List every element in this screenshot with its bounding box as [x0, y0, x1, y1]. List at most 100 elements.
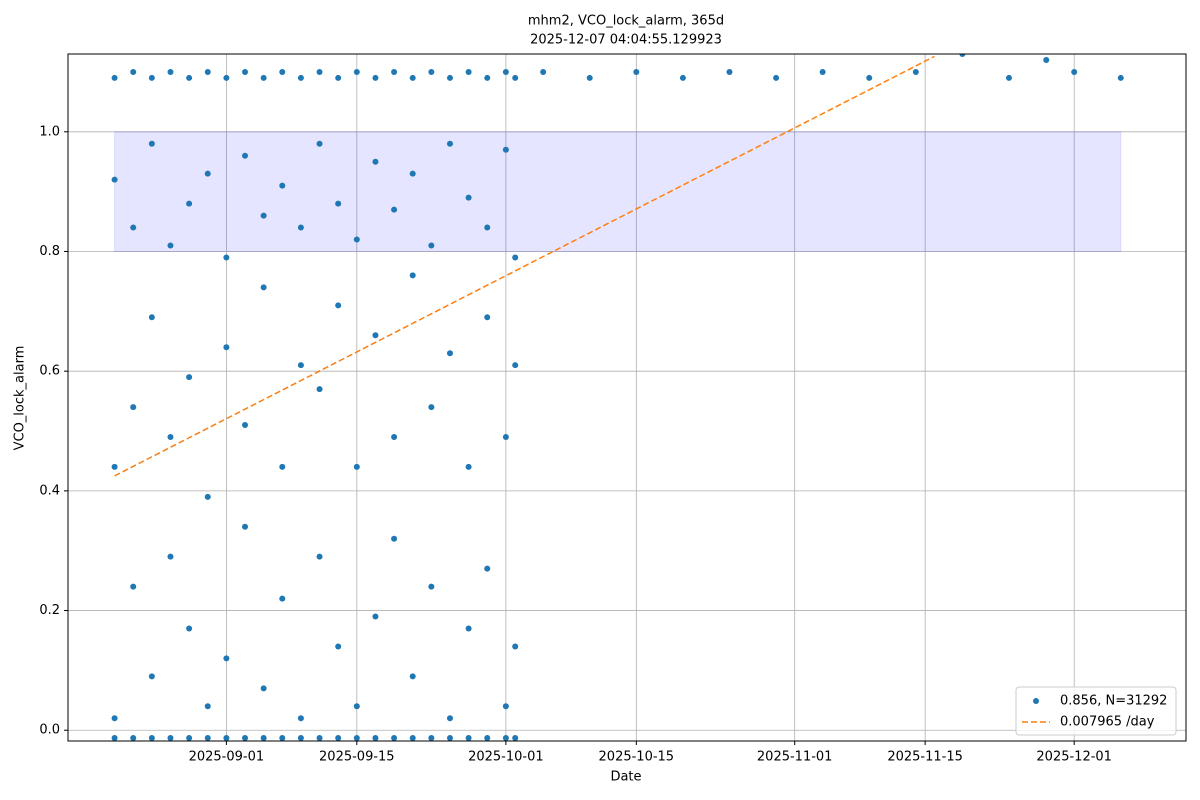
point [223, 655, 230, 662]
point [167, 433, 174, 440]
point [279, 68, 286, 75]
plot-area [111, 54, 1124, 741]
point [316, 553, 323, 560]
point [297, 362, 304, 369]
point [353, 735, 360, 741]
x-tick-label: 2025-09-15 [319, 750, 395, 765]
point [1071, 68, 1078, 75]
x-tick-label: 2025-10-15 [599, 750, 675, 765]
point [819, 68, 826, 75]
legend: 0.856, N=31292 0.007965 /day [1015, 686, 1177, 736]
point [335, 200, 342, 207]
point [391, 68, 398, 75]
point [465, 625, 472, 632]
chart-title: mhm2, VCO_lock_alarm, 365d [528, 14, 724, 29]
point [391, 735, 398, 741]
point [167, 68, 174, 75]
y-tick-label: 0.6 [39, 364, 60, 379]
x-tick-label: 2025-11-01 [757, 750, 833, 765]
point [111, 735, 118, 741]
point [484, 314, 491, 321]
point [335, 643, 342, 650]
point [465, 463, 472, 470]
point [111, 463, 118, 470]
point [959, 54, 966, 57]
point [260, 735, 267, 741]
point [204, 493, 211, 500]
y-tick-label: 0.2 [39, 603, 60, 618]
point [465, 735, 472, 741]
target-band [114, 131, 1122, 252]
axes-frame [67, 53, 1187, 742]
point [186, 200, 193, 207]
point [484, 74, 491, 81]
point [502, 433, 509, 440]
point [409, 170, 416, 177]
point [279, 182, 286, 189]
point [167, 553, 174, 560]
point [428, 735, 435, 741]
point [428, 404, 435, 411]
point [335, 74, 342, 81]
y-tick-label: 0.4 [39, 483, 60, 498]
point [353, 703, 360, 710]
point [130, 735, 137, 741]
point [391, 206, 398, 213]
point [446, 140, 453, 147]
chart-subtitle: 2025-12-07 04:04:55.129923 [530, 33, 722, 48]
point [297, 735, 304, 741]
point [111, 176, 118, 183]
point [242, 523, 249, 530]
point [726, 68, 733, 75]
point [512, 362, 519, 369]
point [148, 735, 155, 741]
point [223, 735, 230, 741]
point [223, 74, 230, 81]
point [372, 74, 379, 81]
y-tick-label: 0.8 [39, 244, 60, 259]
x-tick-label: 2025-10-01 [468, 750, 544, 765]
point [502, 146, 509, 153]
point [297, 74, 304, 81]
point [428, 242, 435, 249]
point [502, 735, 509, 741]
legend-marker [1033, 698, 1039, 704]
point [204, 735, 211, 741]
point [242, 68, 249, 75]
point [335, 302, 342, 309]
point [512, 74, 519, 81]
point [316, 140, 323, 147]
point [186, 374, 193, 381]
point [260, 212, 267, 219]
point [335, 735, 342, 741]
point [512, 643, 519, 650]
point [111, 74, 118, 81]
legend-label: 0.007965 /day [1060, 715, 1155, 730]
y-tick-label: 1.0 [39, 124, 60, 139]
point [186, 625, 193, 632]
point [353, 463, 360, 470]
point [391, 433, 398, 440]
point [297, 715, 304, 722]
point [540, 68, 547, 75]
point [204, 703, 211, 710]
point [866, 74, 873, 81]
point [242, 422, 249, 429]
point [372, 613, 379, 620]
point [391, 535, 398, 542]
trend-line [114, 55, 935, 477]
point [428, 583, 435, 590]
x-axis-label: Date [610, 770, 641, 785]
point [148, 314, 155, 321]
point [279, 595, 286, 602]
point [633, 68, 640, 75]
point [512, 735, 519, 741]
legend-label: 0.856, N=31292 [1060, 694, 1167, 709]
point [260, 284, 267, 291]
x-tick-label: 2025-09-01 [189, 750, 265, 765]
point [130, 404, 137, 411]
point [242, 735, 249, 741]
point [484, 565, 491, 572]
point [130, 583, 137, 590]
point [912, 68, 919, 75]
